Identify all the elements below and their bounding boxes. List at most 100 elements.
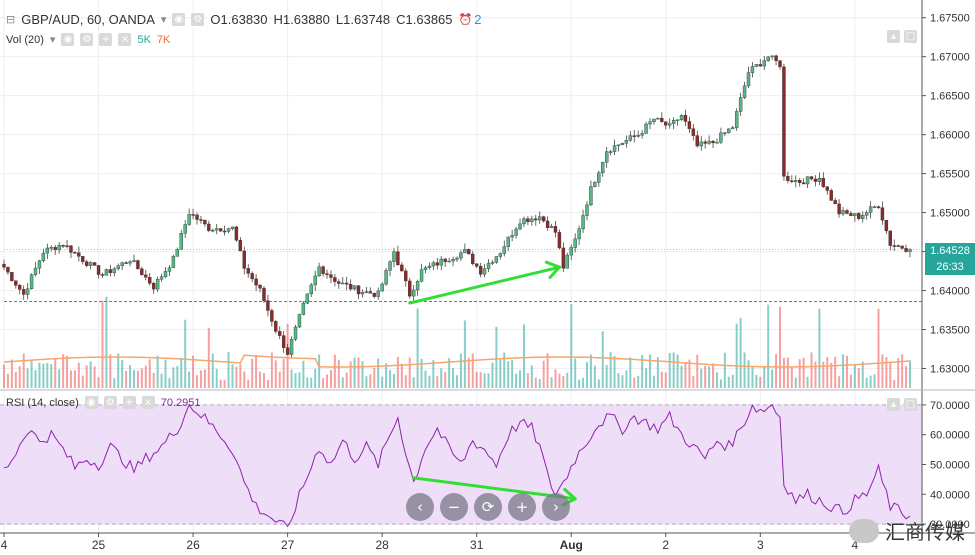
candles	[2, 54, 912, 358]
candle	[616, 144, 621, 152]
open-value: O1.63830	[210, 12, 268, 27]
volume-bar	[294, 373, 297, 388]
candle-body	[624, 139, 629, 144]
candle-body	[191, 214, 195, 216]
volume-bar	[901, 354, 904, 388]
watermark: 汇商传媒	[849, 516, 965, 545]
candle-body	[108, 269, 113, 273]
volume-bar	[243, 371, 246, 388]
candle-body	[293, 326, 298, 340]
rsi-pane-controls: ▴ □	[887, 398, 917, 411]
candle-body	[144, 274, 148, 278]
candle	[183, 220, 187, 239]
arrow-shaft	[408, 265, 561, 305]
chart-navigation: ‹ − ⟳ + ›	[406, 493, 570, 521]
candle-body	[474, 263, 479, 267]
volume-bar	[156, 355, 159, 388]
maximize-pane-icon[interactable]: □	[904, 30, 917, 43]
dropdown-icon[interactable]: ▾	[49, 33, 56, 46]
price-tick-label: 1.66500	[930, 91, 970, 103]
candle-body	[794, 180, 798, 182]
visibility-icon[interactable]: ◉	[84, 396, 98, 409]
candle	[136, 259, 140, 270]
candle	[620, 142, 625, 146]
volume-bar	[318, 354, 321, 388]
candle-body	[506, 236, 510, 247]
remove-icon[interactable]: ×	[141, 396, 155, 409]
symbol-title[interactable]: GBP/AUD, 60, OANDA	[21, 12, 155, 27]
volume-bar	[865, 377, 868, 388]
volume-bar	[18, 366, 21, 388]
visibility-icon[interactable]: ◉	[172, 13, 186, 26]
candle	[798, 178, 802, 187]
volume-bar	[621, 375, 624, 388]
settings-gear-icon[interactable]: ⚙	[80, 33, 94, 46]
candle-body	[238, 239, 243, 252]
candle-body	[628, 135, 633, 141]
volume-legend: Vol (20) ▾ ◉ ⚙ + × 5K 7K	[6, 33, 170, 46]
visibility-icon[interactable]: ◉	[61, 33, 75, 46]
add-icon[interactable]: +	[122, 396, 136, 409]
candle	[569, 244, 573, 261]
dropdown-icon[interactable]: ▾	[160, 13, 167, 26]
candle-body	[660, 117, 664, 122]
candle-body	[447, 260, 451, 263]
scroll-left-button[interactable]: ‹	[406, 493, 434, 521]
volume-ma-line	[3, 354, 911, 368]
volume-bar	[392, 373, 395, 388]
settings-gear-icon[interactable]: ⚙	[103, 396, 117, 409]
reset-chart-button[interactable]: ⟳	[474, 493, 502, 521]
candle-body	[581, 215, 585, 230]
volume-label[interactable]: Vol (20)	[6, 33, 44, 46]
candle	[289, 336, 294, 358]
rsi-label[interactable]: RSI (14, close)	[6, 396, 79, 409]
pane-up-icon[interactable]: ▴	[887, 30, 900, 43]
volume-bar	[755, 374, 758, 388]
alarm-clock-icon[interactable]: ⏰	[458, 13, 473, 26]
candle	[762, 55, 766, 71]
add-icon[interactable]: +	[99, 33, 113, 46]
candle	[37, 259, 42, 274]
volume-bar	[361, 361, 364, 388]
candle	[246, 264, 250, 278]
volume-bar	[763, 366, 766, 388]
candle	[222, 225, 227, 236]
scroll-right-button[interactable]: ›	[542, 493, 570, 521]
candle-body	[707, 140, 711, 144]
candle	[786, 171, 790, 184]
collapse-icon[interactable]: ⊟	[6, 13, 16, 26]
candle	[191, 208, 195, 220]
candle-body	[463, 249, 467, 254]
volume-bar	[546, 353, 549, 388]
candle	[821, 172, 826, 188]
pane-up-icon[interactable]: ▴	[887, 398, 900, 411]
candle-body	[187, 214, 191, 225]
candle-body	[10, 271, 14, 281]
volume-bar	[117, 353, 120, 388]
volume-bar	[211, 353, 214, 388]
candle	[490, 260, 495, 265]
volume-bar	[101, 300, 104, 388]
candle	[100, 272, 105, 279]
volume-bar	[239, 364, 242, 388]
remove-icon[interactable]: ×	[118, 33, 132, 46]
settings-gear-icon[interactable]: ⚙	[191, 13, 205, 26]
volume-bar	[259, 371, 262, 388]
candle	[801, 178, 806, 185]
candle-body	[376, 290, 380, 297]
volume-bar	[806, 376, 809, 388]
candle	[664, 121, 668, 130]
candle-body	[18, 285, 22, 290]
volume-bar	[144, 365, 147, 388]
zoom-out-button[interactable]: −	[440, 493, 468, 521]
candle-body	[486, 263, 491, 269]
volume-bar	[704, 365, 707, 388]
volume-bar	[148, 359, 151, 388]
candle-body	[262, 287, 266, 301]
zoom-in-button[interactable]: +	[508, 493, 536, 521]
maximize-pane-icon[interactable]: □	[904, 398, 917, 411]
alert-count[interactable]: 2	[474, 12, 482, 27]
candle	[671, 117, 676, 130]
candle-body	[750, 66, 755, 73]
